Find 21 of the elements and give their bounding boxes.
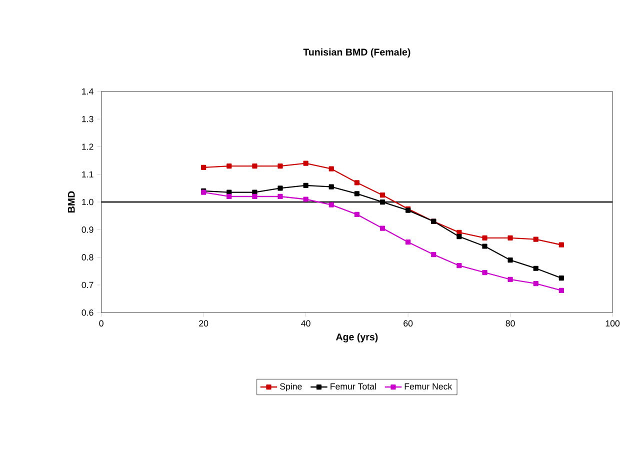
chart-title: Tunisian BMD (Female) xyxy=(303,48,410,58)
x-tick-label: 40 xyxy=(301,320,310,326)
y-tick-label: 0.7 xyxy=(82,282,94,288)
y-tick-label: 1.4 xyxy=(82,88,94,94)
legend-label: Femur Neck xyxy=(404,382,452,390)
y-axis-title: BMD xyxy=(68,191,75,212)
x-tick-label: 0 xyxy=(99,320,104,326)
y-tick-label: 1.1 xyxy=(82,171,94,178)
x-tick-label: 60 xyxy=(404,320,413,326)
x-tick-label: 80 xyxy=(506,320,515,326)
y-tick-label: 0.6 xyxy=(82,309,94,316)
y-tick-label: 0.9 xyxy=(82,226,94,233)
y-tick-label: 1.2 xyxy=(82,144,94,150)
y-tick-label: 0.8 xyxy=(82,254,94,260)
x-tick-label: 100 xyxy=(606,320,620,326)
y-tick-label: 1.3 xyxy=(82,116,94,122)
legend-label: Spine xyxy=(280,382,302,392)
x-axis-title: Age (yrs) xyxy=(336,333,378,342)
x-tick-label: 20 xyxy=(199,320,208,326)
y-tick-label: 1.0 xyxy=(82,198,94,206)
legend-label: Femur Total xyxy=(330,382,376,390)
